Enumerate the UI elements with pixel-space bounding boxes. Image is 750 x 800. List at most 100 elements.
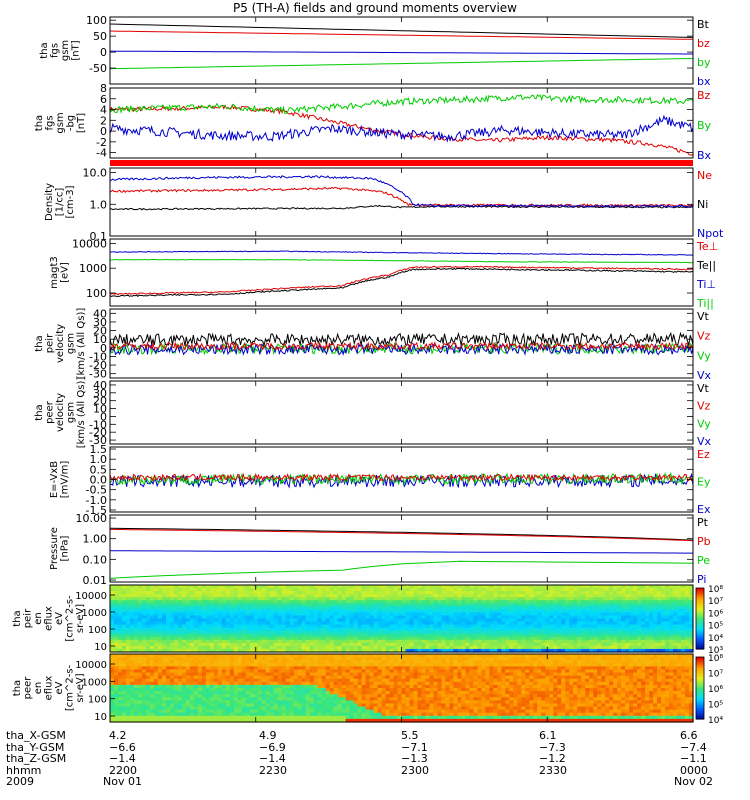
legend-entry: Ez [697, 448, 710, 461]
svg-text:sr-eV]: sr-eV] [75, 604, 86, 633]
x-axis-value: −1.2 [539, 752, 566, 765]
y-tick-label: 0.1 [90, 230, 108, 243]
series-Pi [110, 550, 693, 554]
svg-text:eV: eV [54, 612, 65, 625]
y-tick-label: 10.0 [83, 167, 108, 180]
y-axis-label: tha peir en eflux eV [cm^2-s-sr-eV] [12, 595, 86, 642]
svg-text:gsm: gsm [55, 112, 66, 133]
y-tick-label: 1000 [82, 677, 107, 688]
legend-entry: Bz [697, 89, 711, 102]
legend-entry: By [697, 119, 712, 132]
colorbar: 10⁸ 10⁷ 10⁶ 10⁵ 10⁴ [695, 654, 723, 726]
legend-entry: by [697, 56, 711, 69]
svg-text:gsm: gsm [60, 40, 71, 61]
data-gap-bar [110, 160, 693, 166]
legend-entry: Vx [697, 369, 712, 382]
colorbar-tick-label: 10⁴ [708, 634, 723, 644]
y-tick-label: 0 [100, 410, 107, 423]
svg-text:gsm: gsm [66, 333, 77, 354]
y-tick-label: 30 [93, 387, 107, 400]
panel-7: 1.51.00.50.0-0.5-1.0-1.5 E=-VxB [mV/m] Ez Ey… [49, 443, 711, 517]
y-tick-label: 1.0 [90, 198, 108, 211]
y-tick-label: -1.0 [86, 494, 107, 507]
y-tick-label: 0 [100, 46, 107, 59]
svg-text:E=-VxB: E=-VxB [49, 461, 60, 498]
y-tick-label: 0 [100, 125, 107, 138]
y-tick-label: 6 [100, 93, 107, 106]
x-axis-value: 0000 [680, 763, 708, 777]
y-tick-label: 1000 [82, 608, 107, 619]
series-Ti⊥ [109, 250, 694, 256]
legend: Pt Pb Pe Pi [697, 516, 711, 586]
colorbar-tick-label: 10⁸ [708, 585, 723, 595]
svg-text:tha: tha [34, 404, 45, 420]
panel-frame [109, 514, 694, 583]
series-Npot [109, 175, 694, 208]
legend-entry: Pi [697, 573, 706, 586]
x-axis-value: −6.6 [109, 740, 136, 754]
legend-entry: bz [697, 37, 710, 50]
legend-entry: Pb [697, 535, 711, 548]
colorbar-tick-label: 10⁷ [708, 670, 723, 680]
y-tick-label: 30 [93, 316, 107, 329]
series-By [109, 93, 694, 115]
svg-text:velocity: velocity [55, 324, 66, 363]
series-bz [109, 30, 694, 40]
svg-text:peer: peer [45, 400, 56, 424]
series-Vy [109, 341, 694, 356]
colorbar-tick-label: 10⁷ [708, 597, 723, 607]
y-tick-label: 0.0 [90, 474, 108, 487]
y-tick-label: -50 [89, 62, 107, 75]
legend-entry: Ti⊥ [696, 278, 716, 291]
x-axis-value: Nov 01 [103, 775, 142, 788]
y-tick-label: 50 [93, 30, 107, 43]
legend-entry: Ni [697, 198, 708, 211]
y-tick-label: 100 [86, 14, 107, 27]
x-axis-value: 6.1 [539, 729, 557, 742]
y-axis-label: tha fgs gsm [nT] [39, 40, 82, 61]
svg-text:[1/cc]: [1/cc] [55, 188, 66, 217]
y-tick-label: -4 [96, 147, 107, 160]
panel-frame [109, 87, 694, 159]
svg-text:peir: peir [23, 608, 34, 628]
y-tick-label: 1.0 [90, 453, 108, 466]
y-tick-label: 0 [100, 342, 107, 355]
x-axis-value: 6.6 [680, 729, 698, 742]
y-axis-label: Density [1/cc] [cm-3] [44, 183, 76, 221]
svg-text:tha: tha [12, 610, 23, 626]
x-axis-row-label: tha_X-GSM [6, 729, 66, 742]
x-axis-row-label: tha_Y-GSM [6, 740, 65, 754]
legend: Ez Ey Ex [697, 448, 711, 516]
legend-entry: Ne [697, 169, 712, 182]
svg-text:-bg: -bg [66, 115, 77, 131]
x-axis-value: 2200 [109, 763, 137, 777]
legend-entry: Vx [697, 435, 712, 448]
y-tick-label: 40 [93, 307, 107, 320]
colorbar-tick-label: 10³ [708, 646, 723, 656]
y-tick-label: -20 [89, 359, 107, 372]
svg-text:velocity: velocity [55, 393, 66, 432]
series-Ex [109, 472, 694, 489]
svg-text:en: en [33, 612, 44, 625]
y-tick-label: 1.00 [83, 533, 108, 546]
legend-entry: Vt [697, 382, 710, 395]
y-tick-label: 100 [86, 287, 107, 300]
y-tick-label: 0.5 [90, 463, 108, 476]
series-Ez [109, 472, 694, 483]
y-tick-label: 10 [94, 712, 107, 723]
x-axis-value: −6.9 [259, 740, 286, 754]
y-tick-label: 1.5 [90, 443, 108, 456]
x-axis-value: −7.1 [401, 740, 428, 754]
x-axis-value: −1.3 [401, 752, 428, 765]
panel-frame [109, 380, 694, 445]
y-tick-label: -10 [89, 350, 107, 363]
svg-text:tha: tha [39, 42, 50, 58]
legend-entry: Pt [697, 516, 709, 529]
y-axis-label: tha fgs gsm -bg [nT] [34, 112, 87, 133]
y-tick-label: 20 [93, 395, 107, 408]
legend-entry: bx [697, 75, 711, 88]
x-axis-value: 2330 [539, 763, 567, 777]
svg-text:tha: tha [34, 115, 45, 131]
